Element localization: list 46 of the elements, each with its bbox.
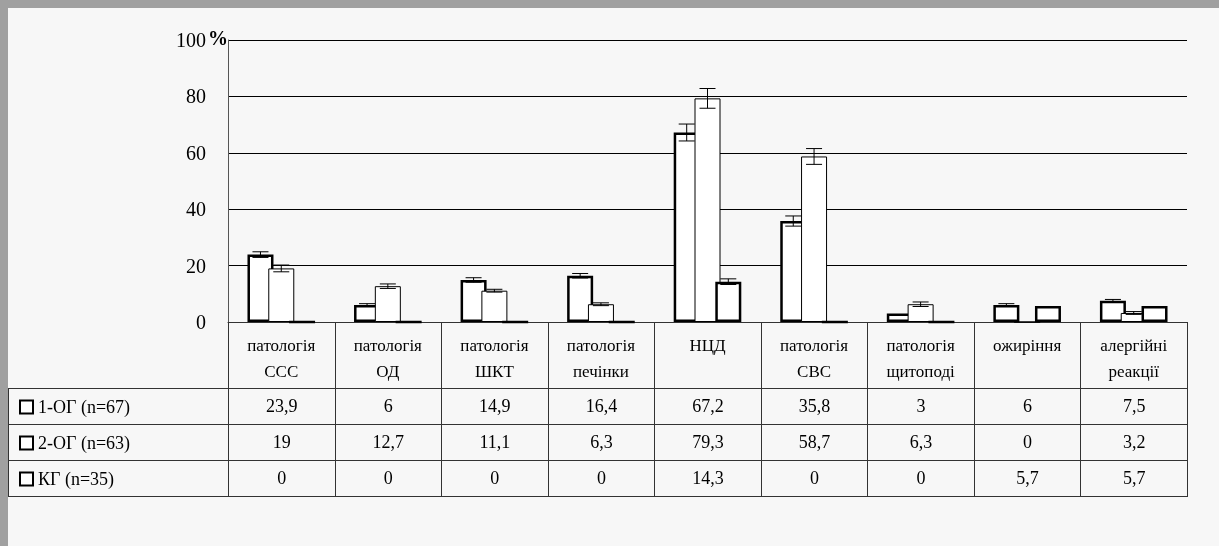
x-tick-label: алергійні реакції — [1100, 335, 1168, 381]
data-label: 14,3 — [654, 460, 762, 497]
data-label: 12,7 — [335, 424, 442, 461]
data-label: 5,7 — [974, 460, 1081, 497]
data-label: 6 — [974, 388, 1081, 425]
data-label: 6,3 — [867, 424, 975, 461]
data-label: 7,5 — [1080, 388, 1188, 425]
data-label: 79,3 — [654, 424, 762, 461]
data-label: 0 — [974, 424, 1081, 461]
y-axis-title: % — [208, 27, 228, 49]
legend-label: 2-ОГ (n=63) — [38, 433, 131, 454]
y-tick-label: 20 — [186, 254, 206, 277]
data-label: 3,2 — [1080, 424, 1188, 461]
data-label: 6 — [335, 388, 442, 425]
x-tick-label: НЦД — [689, 335, 726, 355]
y-tick-label: 100 — [176, 29, 206, 51]
data-label: 0 — [441, 460, 549, 497]
y-tick-label: 0 — [196, 311, 206, 333]
x-tick-label: патологія щитоподі — [886, 335, 956, 381]
y-tick-label: 60 — [186, 141, 206, 164]
x-tick-label: патологія печінки — [566, 335, 636, 381]
data-label: 0 — [335, 460, 442, 497]
data-label: 16,4 — [548, 388, 655, 425]
legend-label: КГ (n=35) — [38, 469, 115, 490]
data-label: 0 — [867, 460, 975, 497]
data-label: 3 — [867, 388, 975, 425]
data-label: 14,9 — [441, 388, 549, 425]
data-label: 58,7 — [761, 424, 868, 461]
data-label: 6,3 — [548, 424, 655, 461]
data-label: 0 — [228, 460, 336, 497]
x-tick-label: патологія СВС — [779, 335, 849, 381]
data-label: 19 — [228, 424, 336, 461]
legend-label: 1-ОГ (n=67) — [38, 397, 131, 418]
x-tick-label: ожиріння — [993, 335, 1062, 355]
x-tick-label: патологія ШКТ — [460, 335, 529, 381]
x-tick-label: патологія ОД — [353, 335, 423, 381]
data-label: 0 — [548, 460, 655, 497]
data-label: 23,9 — [228, 388, 336, 425]
data-label: 5,7 — [1080, 460, 1188, 497]
x-tick-label: патологія ССС — [247, 335, 316, 381]
data-label: 35,8 — [761, 388, 868, 425]
data-label: 0 — [761, 460, 868, 497]
y-tick-label: 80 — [186, 85, 206, 108]
data-label: 11,1 — [441, 424, 549, 461]
data-label: 67,2 — [654, 388, 762, 425]
y-tick-label: 40 — [186, 198, 206, 221]
